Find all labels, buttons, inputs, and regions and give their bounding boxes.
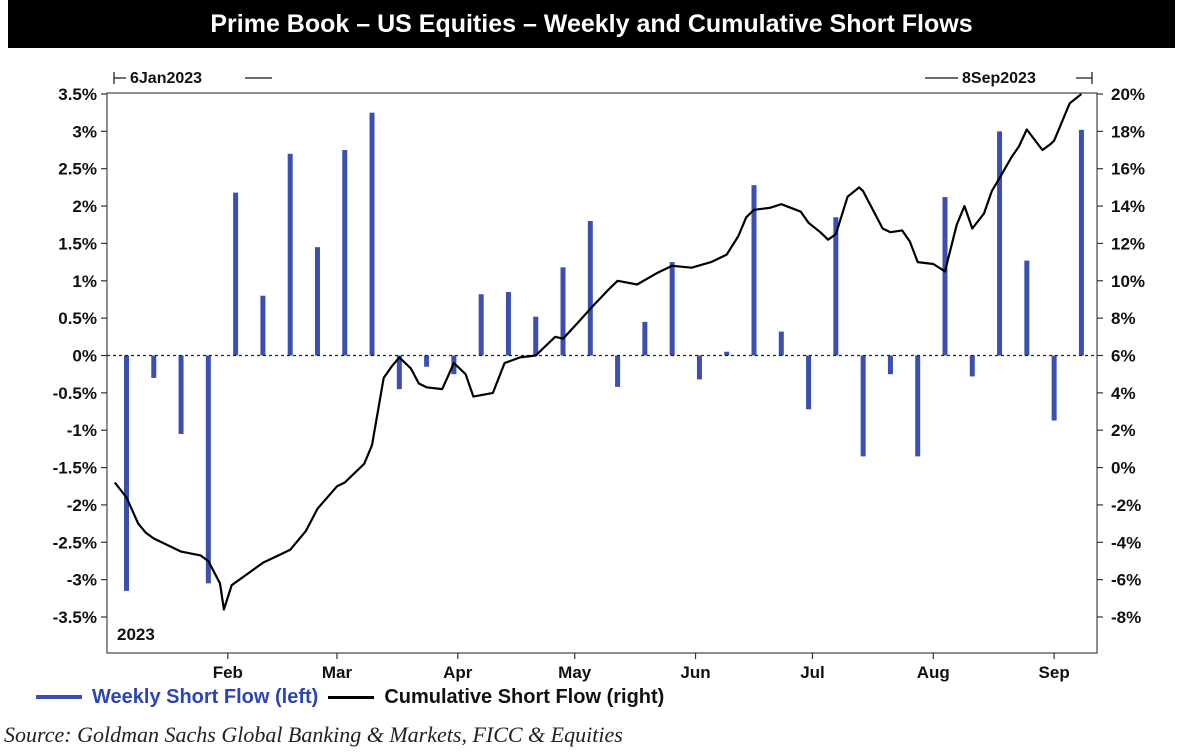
left-axis: 3.5% 3% 2.5% 2% 1.5% 1% 0.5% 0% -0.5% -1% -1.5% -2%… <box>53 85 97 627</box>
left-tick-label-7: 0% <box>72 347 97 366</box>
x-tick-label-5: Jul <box>800 663 825 682</box>
bar-weekly-10 <box>396 355 402 390</box>
bar-weekly-20 <box>669 262 675 356</box>
x-tick-label-6: Aug <box>917 663 950 682</box>
right-tick-label-10: 0% <box>1111 459 1136 478</box>
right-axis: 20% 18% 16% 14% 12% 10% 8% 6% 4% 2% 0% -2% -4% -6% -8% <box>1111 85 1145 627</box>
bar-weekly-11 <box>424 355 430 367</box>
left-tick-label-9: -1% <box>67 421 97 440</box>
right-tick-label-13: -6% <box>1111 571 1141 590</box>
plot-frame <box>106 92 1098 654</box>
bar-weekly-29 <box>915 355 921 457</box>
bar-weekly-4 <box>233 192 239 356</box>
bar-weekly-31 <box>969 355 975 377</box>
left-tick-label-11: -2% <box>67 496 97 515</box>
bar-weekly-23 <box>751 185 757 356</box>
right-tick-label-9: 2% <box>1111 421 1136 440</box>
right-tick-label-14: -8% <box>1111 608 1141 627</box>
left-tick-label-12: -2.5% <box>53 533 97 552</box>
right-tick-label-2: 16% <box>1111 160 1145 179</box>
bar-weekly-5 <box>260 295 266 356</box>
bar-weekly-33 <box>1024 260 1030 356</box>
bar-weekly-14 <box>505 291 511 356</box>
x-tick-label-7: Sep <box>1039 663 1070 682</box>
source-note: Source: Goldman Sachs Global Banking & M… <box>4 722 623 747</box>
legend-bar-swatch <box>36 695 82 699</box>
left-tick-label-2: 2.5% <box>58 160 97 179</box>
left-tick-label-0: 3.5% <box>58 85 97 104</box>
left-tick-label-1: 3% <box>72 122 97 141</box>
bar-weekly-6 <box>287 153 293 356</box>
bar-weekly-22 <box>724 351 730 356</box>
year-label: 2023 <box>117 625 155 644</box>
start-date-label: 6Jan2023 <box>130 70 202 87</box>
bar-weekly-16 <box>560 267 566 356</box>
x-tick-label-3: May <box>558 663 592 682</box>
legend-label-weekly: Weekly Short Flow (left) <box>92 685 319 708</box>
bar-weekly-34 <box>1051 355 1057 421</box>
series-line-cumulative-short-flow <box>113 93 1083 611</box>
end-date-label: 8Sep2023 <box>962 70 1036 87</box>
x-tick-label-2: Apr <box>443 663 473 682</box>
right-tick-label-7: 6% <box>1111 347 1136 366</box>
bar-weekly-25 <box>806 355 812 410</box>
right-tick-label-6: 8% <box>1111 309 1136 328</box>
x-axis: Feb Mar Apr May Jun Jul Aug Sep <box>213 663 1070 682</box>
left-tick-label-5: 1% <box>72 272 97 291</box>
bar-weekly-0 <box>123 355 129 591</box>
right-tick-label-3: 14% <box>1111 197 1145 216</box>
right-tick-label-11: -2% <box>1111 496 1141 515</box>
bar-weekly-2 <box>178 355 184 434</box>
bar-weekly-1 <box>151 355 157 378</box>
bar-weekly-30 <box>942 197 948 356</box>
bar-weekly-3 <box>205 355 211 584</box>
left-tick-label-3: 2% <box>72 197 97 216</box>
right-tick-label-1: 18% <box>1111 122 1145 141</box>
bar-weekly-7 <box>314 247 320 356</box>
legend-label-cumulative: Cumulative Short Flow (right) <box>384 685 665 708</box>
bar-weekly-18 <box>615 355 621 387</box>
bar-weekly-9 <box>369 112 375 356</box>
legend-item-weekly: Weekly Short Flow (left) <box>36 686 318 709</box>
bar-weekly-15 <box>533 316 539 356</box>
bar-weekly-19 <box>642 321 648 356</box>
bars-layer <box>123 112 1084 591</box>
bar-weekly-27 <box>860 355 866 457</box>
left-tick-label-8: -0.5% <box>53 384 97 403</box>
right-tick-label-4: 12% <box>1111 234 1145 253</box>
right-tick-label-8: 4% <box>1111 384 1136 403</box>
right-tick-label-12: -4% <box>1111 533 1141 552</box>
bar-weekly-24 <box>778 331 784 356</box>
legend-item-cumulative: Cumulative Short Flow (right) <box>328 686 664 709</box>
bar-weekly-8 <box>342 150 348 356</box>
bar-weekly-21 <box>696 355 702 380</box>
bar-weekly-17 <box>587 221 593 356</box>
left-tick-label-10: -1.5% <box>53 459 97 478</box>
right-tick-label-0: 20% <box>1111 85 1145 104</box>
bar-weekly-28 <box>887 355 893 375</box>
bar-weekly-35 <box>1078 129 1084 356</box>
left-tick-label-14: -3.5% <box>53 608 97 627</box>
chart-title: Prime Book – US Equities – Weekly and Cu… <box>8 0 1175 48</box>
legend: Weekly Short Flow (left) Cumulative Shor… <box>36 684 674 710</box>
legend-line-swatch <box>328 695 375 699</box>
bar-weekly-13 <box>478 294 484 356</box>
ticks-layer <box>101 93 1103 659</box>
x-tick-label-0: Feb <box>213 663 243 682</box>
x-tick-label-1: Mar <box>322 663 353 682</box>
right-tick-label-5: 10% <box>1111 272 1145 291</box>
bar-weekly-32 <box>997 131 1003 356</box>
x-tick-label-4: Jun <box>680 663 710 682</box>
bar-weekly-26 <box>833 217 839 356</box>
left-tick-label-13: -3% <box>67 571 97 590</box>
left-tick-label-6: 0.5% <box>58 309 97 328</box>
left-tick-label-4: 1.5% <box>58 234 97 253</box>
